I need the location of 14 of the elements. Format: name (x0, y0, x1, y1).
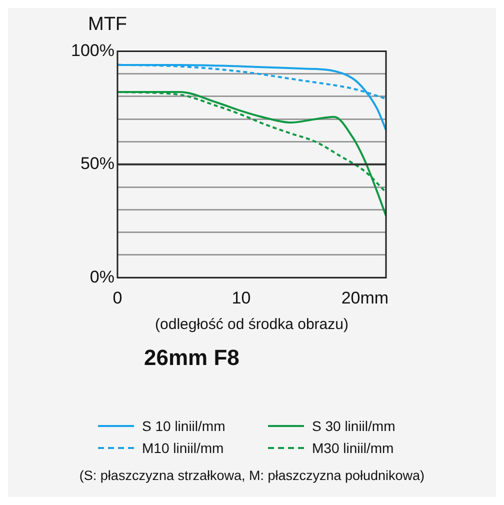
x-tick-label: 20mm (341, 288, 389, 308)
x-axis-title: (odległość od środka obrazu) (155, 316, 348, 334)
y-tick-label: 0% (90, 267, 114, 286)
x-tick-label: 10 (232, 288, 251, 308)
x-tick-label: 0 (112, 288, 122, 308)
text: (S: płaszczyzna strzałkowa, M: płaszczyzna południkowa) (78, 468, 426, 483)
legend-label: S 10 liniil/mm (142, 418, 226, 434)
legend-label: M30 liniil/mm (312, 440, 394, 456)
legend-label: S 30 liniil/mm (312, 418, 396, 434)
legend-label: M10 liniil/mm (142, 440, 224, 456)
y-tick-label: 50% (80, 154, 114, 174)
y-tick-label: 100% (70, 40, 114, 60)
chart-title: MTF (88, 14, 128, 36)
text: 26mm F8 (144, 345, 240, 371)
